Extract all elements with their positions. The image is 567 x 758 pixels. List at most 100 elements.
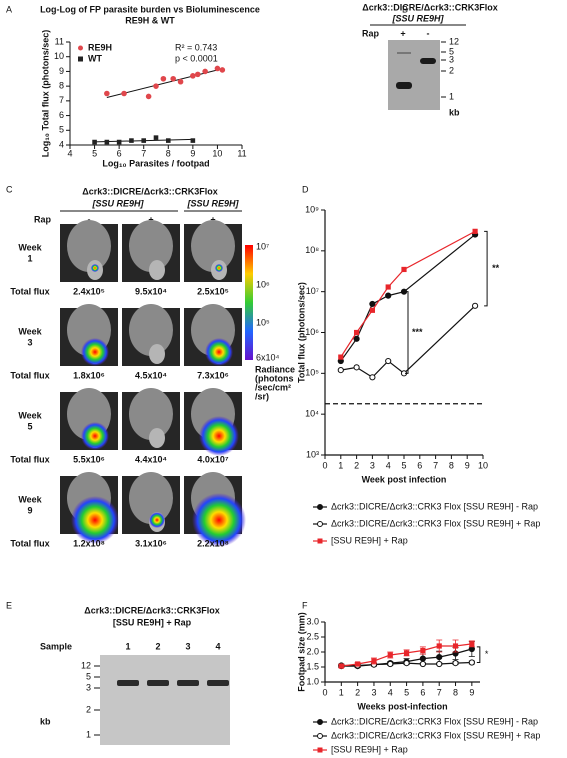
y-tick-label: 10³ <box>306 449 319 459</box>
flux-value: 4.5x10⁴ <box>135 370 167 380</box>
unit-label: kb <box>40 716 51 726</box>
annotation: *** <box>412 327 423 337</box>
mouse-body <box>129 388 173 440</box>
gel-band <box>147 680 169 686</box>
marker <box>385 357 392 365</box>
legend-label: RE9H <box>88 42 112 52</box>
gel-band <box>396 82 412 89</box>
ladder-label: 1 <box>86 729 91 739</box>
ladder-label: 1 <box>449 91 454 101</box>
marker <box>190 73 196 79</box>
legend-marker <box>317 521 323 527</box>
signal <box>192 493 246 547</box>
legend-marker <box>317 504 323 510</box>
unit-label: kb <box>449 107 460 117</box>
marker <box>369 307 375 313</box>
series-line <box>340 234 476 362</box>
gel <box>100 655 230 745</box>
marker <box>385 292 392 299</box>
marker <box>354 329 360 336</box>
row-label: Week <box>18 410 42 420</box>
gel <box>388 40 440 110</box>
marker <box>129 138 134 143</box>
row-label: Week <box>18 242 42 252</box>
colorbar-label: 6x10⁴ <box>256 352 280 362</box>
x-tick-label: 7 <box>141 148 146 158</box>
bracket <box>405 291 409 374</box>
lane-label: 4 <box>215 641 220 651</box>
panel-label: B <box>402 4 408 14</box>
legend-label: Δcrk3::DICRE/Δcrk3::CRK3 Flox [SSU RE9H]… <box>331 501 538 511</box>
y-tick-label: 11 <box>55 36 64 46</box>
x-axis-label: Weeks post-infection <box>357 701 447 711</box>
annotation: ** <box>492 263 500 273</box>
marker <box>353 364 360 371</box>
marker <box>403 660 410 667</box>
x-tick-label: 9 <box>469 687 474 697</box>
x-tick-label: 4 <box>388 687 393 697</box>
gel-band <box>117 680 139 686</box>
column-label: + <box>148 214 153 224</box>
lane-label: + <box>400 28 405 38</box>
lane-label: 1 <box>125 641 130 651</box>
y-tick-label: 10⁵ <box>305 368 319 378</box>
x-tick-label: 5 <box>401 460 406 470</box>
gel-header: [SSU RE9H] <box>391 13 444 23</box>
x-tick-label: 8 <box>449 460 454 470</box>
mouse-leg <box>149 344 165 364</box>
y-tick-label: 2.0 <box>306 646 319 656</box>
signal <box>81 338 109 366</box>
x-tick-label: 9 <box>190 148 195 158</box>
rap-label: Rap <box>34 214 52 224</box>
colorbar-title: (photons <box>255 373 294 383</box>
marker <box>337 367 344 374</box>
gel-band <box>177 680 199 686</box>
y-axis-label: Log₁₀ Total flux (photons/sec) <box>40 30 50 158</box>
flux-label: Total flux <box>10 538 49 548</box>
marker <box>194 71 201 78</box>
flux-label: Total flux <box>10 454 49 464</box>
x-tick-label: 0 <box>322 687 327 697</box>
x-tick-label: 7 <box>437 687 442 697</box>
legend-label: [SSU RE9H] + Rap <box>331 744 408 754</box>
x-tick-label: 9 <box>465 460 470 470</box>
marker <box>170 75 176 82</box>
panel-label: C <box>6 184 13 194</box>
marker <box>436 643 442 649</box>
mouse-body <box>191 220 235 272</box>
marker <box>116 139 122 145</box>
mouse-body <box>129 472 173 524</box>
y-tick-label: 10⁸ <box>305 245 319 255</box>
row-label: 3 <box>27 337 32 347</box>
signal <box>91 264 99 272</box>
signal <box>215 264 223 272</box>
marker <box>353 335 360 342</box>
chart-title: Log-Log of FP parasite burden vs Biolumi… <box>40 4 260 14</box>
y-tick-label: 10⁷ <box>306 286 319 296</box>
x-tick-label: 8 <box>166 148 171 158</box>
marker <box>214 65 221 72</box>
y-tick-label: 10⁹ <box>305 204 319 214</box>
flux-value: 2.4x10⁵ <box>73 286 105 296</box>
column-label: + <box>210 214 215 224</box>
marker <box>469 641 475 647</box>
marker <box>177 78 184 85</box>
marker <box>104 139 110 145</box>
flux-value: 2.2x10⁸ <box>197 538 229 548</box>
legend-marker <box>317 733 323 739</box>
colorbar-title: /sr) <box>255 391 269 401</box>
x-tick-label: 4 <box>67 148 72 158</box>
flux-value: 1.8x10⁶ <box>73 370 105 380</box>
mouse-body <box>67 220 111 272</box>
lane-label: - <box>427 28 430 38</box>
colorbar-label: 10⁶ <box>256 279 270 289</box>
ladder-label: 5 <box>86 671 91 681</box>
x-tick-label: 10 <box>212 148 222 158</box>
legend-marker <box>317 538 323 544</box>
marker <box>403 650 410 656</box>
marker <box>92 139 97 145</box>
ladder-label: 2 <box>86 704 91 714</box>
marker <box>190 138 196 143</box>
y-tick-label: 3.0 <box>306 616 319 626</box>
